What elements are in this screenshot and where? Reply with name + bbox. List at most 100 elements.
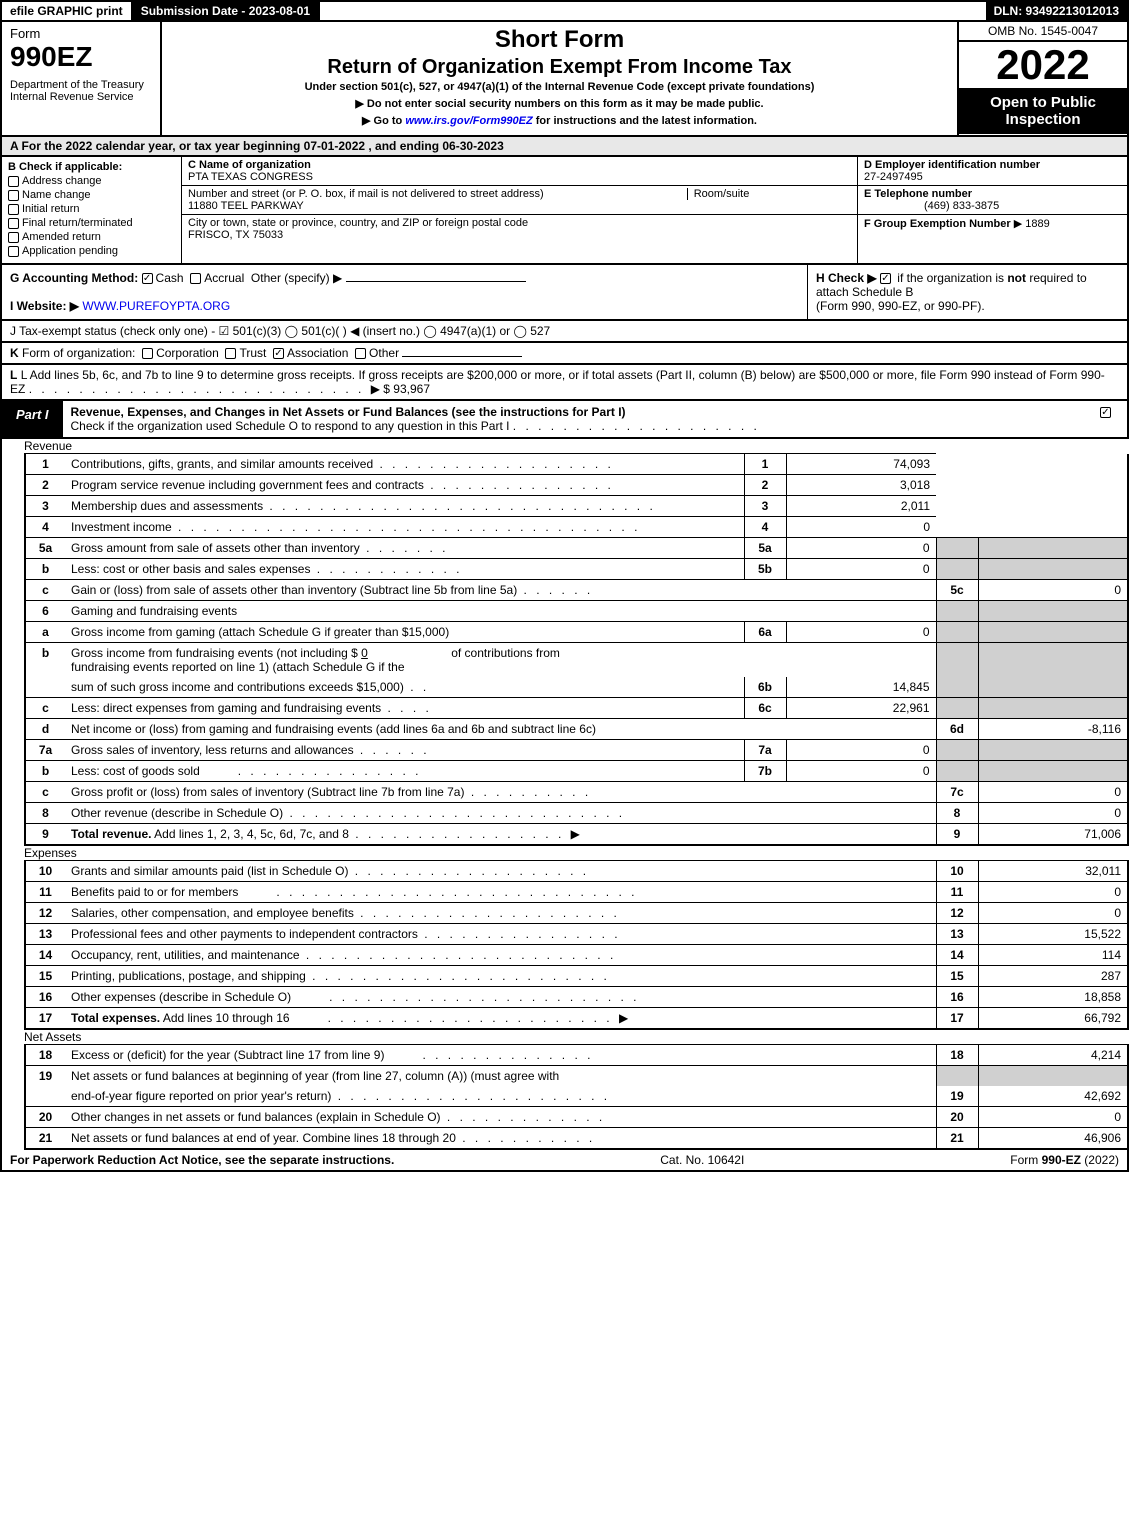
line-5b-grey [936, 559, 978, 580]
line-7a-sn: 7a [744, 740, 786, 761]
line-6a-grey [936, 622, 978, 643]
revenue-side-label: Revenue [24, 439, 72, 453]
line-5a-grey [936, 538, 978, 559]
website-link[interactable]: WWW.PUREFOYPTA.ORG [82, 299, 230, 313]
line-6-desc: Gaming and fundraising events [65, 601, 936, 622]
line-7b-desc: Less: cost of goods sold [71, 764, 200, 778]
line-5a-sn: 5a [744, 538, 786, 559]
h-label: H Check ▶ [816, 271, 877, 285]
line-6b-samt: 14,845 [786, 677, 936, 698]
line-7b-samt: 0 [786, 761, 936, 782]
other-specify-field[interactable] [346, 281, 526, 282]
line-8-amt: 0 [978, 803, 1128, 824]
part1-title: Revenue, Expenses, and Changes in Net As… [63, 401, 1087, 437]
line-1-amt: 74,093 [786, 454, 936, 475]
name-change-checkbox[interactable] [8, 190, 19, 201]
line-4-ref: 4 [744, 517, 786, 538]
pending-checkbox[interactable] [8, 246, 19, 257]
open-to-public: Open to Public Inspection [959, 88, 1127, 134]
line-7a-grey [936, 740, 978, 761]
other-org-field[interactable] [402, 356, 522, 357]
part1-subtitle: Check if the organization used Schedule … [71, 419, 510, 433]
tel-label: E Telephone number [864, 188, 972, 200]
header-right: OMB No. 1545-0047 2022 Open to Public In… [957, 22, 1127, 135]
info-grid: B Check if applicable: Address change Na… [0, 157, 1129, 265]
form-label: Form [10, 26, 152, 41]
line-3-ref: 3 [744, 496, 786, 517]
line-6d-num: d [25, 719, 65, 740]
line-10-desc: Grants and similar amounts paid (list in… [71, 864, 348, 878]
expenses-side-label: Expenses [24, 846, 77, 860]
trust-checkbox[interactable] [225, 348, 236, 359]
initial-return-checkbox[interactable] [8, 204, 19, 215]
ein-label: D Employer identification number [864, 159, 1040, 171]
line-5b-sn: 5b [744, 559, 786, 580]
line-15-num: 15 [25, 966, 65, 987]
line-14-desc: Occupancy, rent, utilities, and maintena… [71, 948, 300, 962]
top-bar: efile GRAPHIC print Submission Date - 20… [0, 0, 1129, 22]
line-6-grey [936, 601, 978, 622]
corp-checkbox[interactable] [142, 348, 153, 359]
line-7c-desc: Gross profit or (loss) from sales of inv… [71, 785, 464, 799]
address-change-label: Address change [22, 175, 102, 187]
col-b-checkboxes: B Check if applicable: Address change Na… [2, 157, 182, 263]
amended-checkbox[interactable] [8, 232, 19, 243]
omb-number: OMB No. 1545-0047 [959, 22, 1127, 42]
line-6c-desc: Less: direct expenses from gaming and fu… [71, 701, 381, 715]
line-4-amt: 0 [786, 517, 936, 538]
line-12-desc: Salaries, other compensation, and employ… [71, 906, 354, 920]
tel-value: (469) 833-3875 [864, 200, 999, 212]
line-17-num: 17 [25, 1008, 65, 1030]
h-checkbox[interactable] [880, 273, 891, 284]
line-5a-desc: Gross amount from sale of assets other t… [71, 541, 360, 555]
line-16-ref: 16 [936, 987, 978, 1008]
line-2-num: 2 [25, 475, 65, 496]
row-g: G Accounting Method: Cash Accrual Other … [2, 265, 807, 319]
col-c-org-info: C Name of organization PTA TEXAS CONGRES… [182, 157, 857, 263]
line-3-desc: Membership dues and assessments [71, 499, 263, 513]
city-value: FRISCO, TX 75033 [188, 229, 283, 241]
line-19-amt: 42,692 [978, 1086, 1128, 1107]
line-21-amt: 46,906 [978, 1128, 1128, 1150]
part1-schedule-o-checkbox[interactable] [1100, 407, 1111, 418]
final-return-checkbox[interactable] [8, 218, 19, 229]
line-6b-grey [936, 643, 978, 678]
line-19-grey2 [978, 1066, 1128, 1087]
assoc-checkbox[interactable] [273, 348, 284, 359]
line-13-desc: Professional fees and other payments to … [71, 927, 418, 941]
page-footer: For Paperwork Reduction Act Notice, see … [0, 1150, 1129, 1172]
line-8-desc: Other revenue (describe in Schedule O) [71, 806, 283, 820]
accrual-checkbox[interactable] [190, 273, 201, 284]
line-6d-ref: 6d [936, 719, 978, 740]
row-j: J Tax-exempt status (check only one) - ☑… [0, 321, 1129, 343]
irs-link[interactable]: www.irs.gov/Form990EZ [405, 115, 532, 127]
line-1-num: 1 [25, 454, 65, 475]
line-12-num: 12 [25, 903, 65, 924]
part1-header: Part I Revenue, Expenses, and Changes in… [0, 401, 1129, 439]
header-center: Short Form Return of Organization Exempt… [162, 22, 957, 135]
address-change-checkbox[interactable] [8, 176, 19, 187]
line-5a-num: 5a [25, 538, 65, 559]
line-21-ref: 21 [936, 1128, 978, 1150]
col-d-identifiers: D Employer identification number 27-2497… [857, 157, 1127, 263]
line-19-grey [936, 1066, 978, 1087]
line-5b-grey2 [978, 559, 1128, 580]
line-10-num: 10 [25, 861, 65, 882]
line-2-ref: 2 [744, 475, 786, 496]
line-7b-sn: 7b [744, 761, 786, 782]
other-org-checkbox[interactable] [355, 348, 366, 359]
line-1-ref: 1 [744, 454, 786, 475]
line-6d-amt: -8,116 [978, 719, 1128, 740]
submission-date: Submission Date - 2023-08-01 [133, 2, 320, 20]
line-15-amt: 287 [978, 966, 1128, 987]
name-change-label: Name change [22, 189, 91, 201]
pending-label: Application pending [22, 245, 118, 257]
city-label: City or town, state or province, country… [188, 217, 528, 229]
final-return-label: Final return/terminated [22, 217, 133, 229]
under-section: Under section 501(c), 527, or 4947(a)(1)… [168, 81, 951, 93]
line-13-ref: 13 [936, 924, 978, 945]
line-10-ref: 10 [936, 861, 978, 882]
row-k: K Form of organization: Corporation Trus… [0, 343, 1129, 365]
cash-checkbox[interactable] [142, 273, 153, 284]
return-title: Return of Organization Exempt From Incom… [168, 56, 951, 79]
